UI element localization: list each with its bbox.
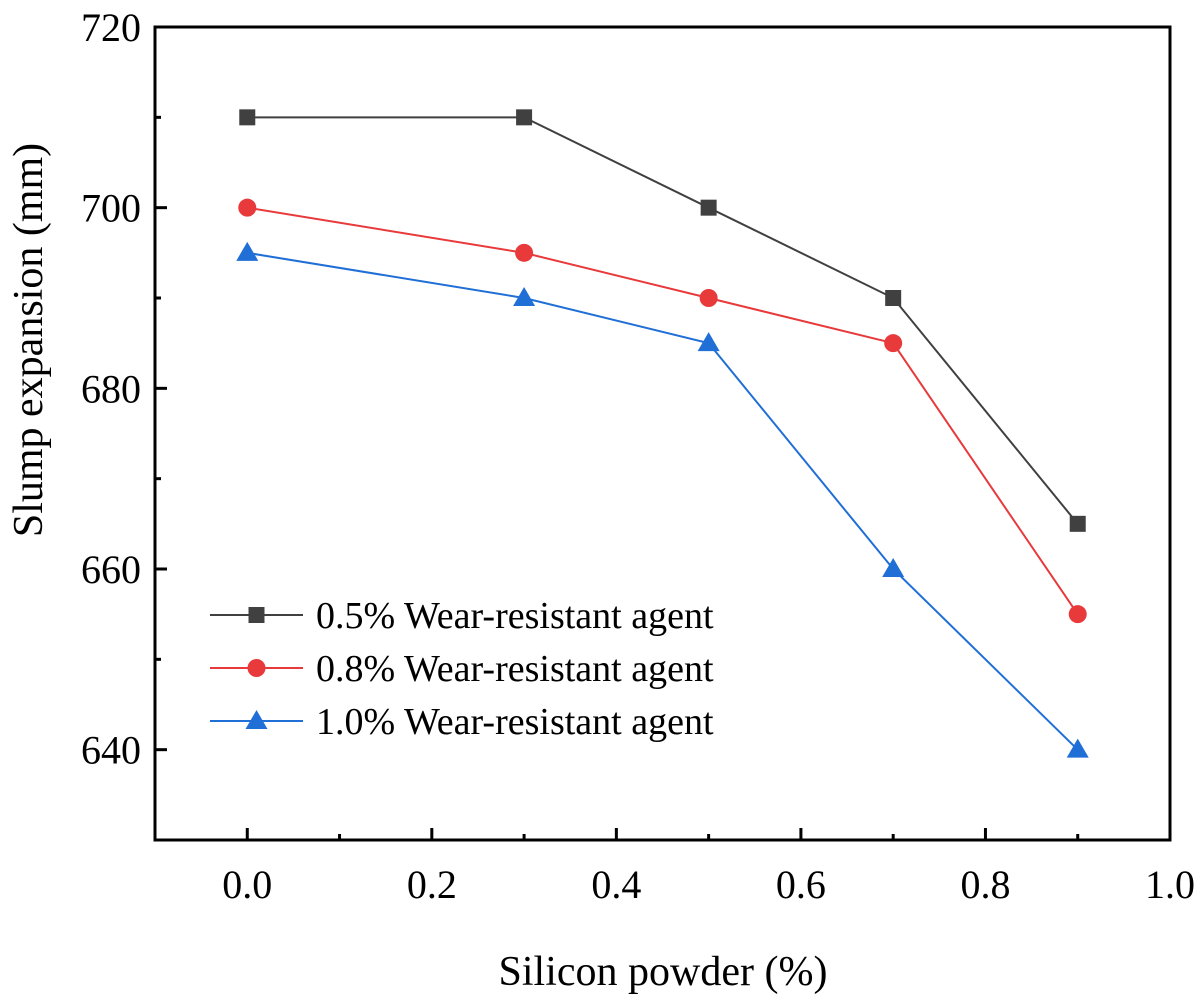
y-tick-label: 680 — [81, 366, 141, 411]
series-1 — [239, 109, 1086, 532]
data-point — [239, 109, 256, 126]
y-axis-title: Slump expansion (mm) — [6, 143, 52, 537]
data-point — [516, 109, 533, 126]
data-point — [700, 199, 717, 216]
data-point — [1068, 605, 1087, 624]
x-tick-label: 0.2 — [407, 862, 457, 907]
data-point — [238, 198, 257, 217]
series-layer — [236, 109, 1089, 758]
data-point — [697, 332, 720, 352]
plot-frame — [153, 25, 1172, 842]
data-point — [515, 243, 534, 262]
x-tick-label: 0.6 — [776, 862, 826, 907]
data-point — [882, 558, 905, 577]
data-point — [884, 334, 903, 353]
legend: 0.5% Wear-resistant agent 0.8% Wear-resis… — [210, 595, 714, 743]
data-point — [885, 290, 902, 306]
x-tick-label: 1.0 — [1145, 862, 1195, 907]
y-axis: 640 660 680 700 720 — [81, 5, 167, 842]
x-tick-label: 0.4 — [591, 862, 641, 907]
y-tick-label: 700 — [81, 186, 141, 231]
legend-label: 0.8% Wear-resistant agent — [316, 648, 714, 690]
x-axis: 0.0 0.2 0.4 0.6 0.8 1.0 — [153, 828, 1195, 907]
data-point — [1066, 738, 1089, 758]
legend-marker — [248, 607, 265, 623]
data-point — [513, 287, 536, 306]
series-3 — [236, 241, 1089, 758]
data-point — [1069, 515, 1086, 532]
y-tick-label: 640 — [81, 728, 141, 773]
x-tick-label: 0.8 — [960, 862, 1010, 907]
x-axis-title: Silicon powder (%) — [499, 949, 828, 995]
series-line — [247, 206, 1079, 615]
y-tick-label: 720 — [81, 5, 141, 50]
legend-marker — [247, 659, 266, 677]
data-point — [699, 289, 718, 307]
plot-border — [153, 25, 1172, 842]
legend-entry: 0.8% Wear-resistant agent — [210, 648, 714, 690]
y-tick-label: 660 — [81, 547, 141, 592]
data-point — [236, 241, 259, 261]
series-line — [247, 116, 1079, 525]
legend-entry: 0.5% Wear-resistant agent — [210, 595, 714, 637]
series-2 — [238, 198, 1087, 624]
legend-entry: 1.0% Wear-resistant agent — [210, 701, 714, 743]
legend-label: 1.0% Wear-resistant agent — [316, 701, 714, 743]
legend-label: 0.5% Wear-resistant agent — [316, 595, 714, 637]
legend-marker — [245, 710, 268, 729]
x-tick-label: 0.0 — [222, 862, 272, 907]
